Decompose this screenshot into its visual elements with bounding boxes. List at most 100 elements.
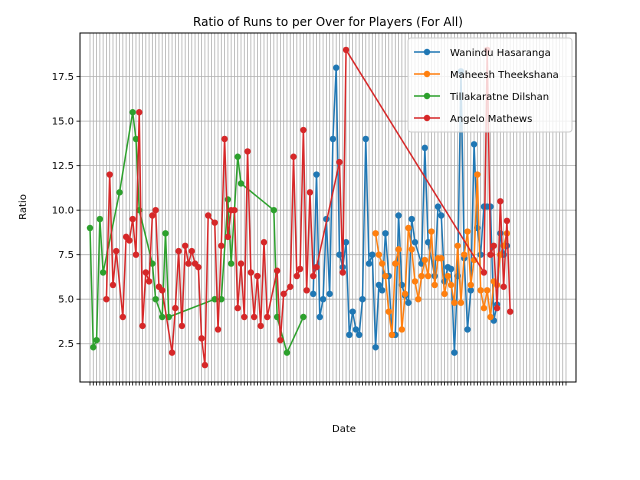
- data-point: [378, 287, 386, 294]
- data-point: [109, 281, 117, 289]
- data-point: [451, 299, 458, 306]
- data-point: [250, 313, 258, 321]
- data-point: [497, 230, 504, 237]
- data-point: [487, 251, 494, 258]
- data-point: [431, 281, 438, 289]
- data-point: [185, 260, 192, 267]
- data-point: [424, 239, 432, 246]
- data-point: [270, 206, 278, 214]
- data-point: [129, 215, 136, 223]
- data-point: [264, 313, 271, 321]
- data-point: [405, 224, 412, 232]
- data-point: [369, 251, 376, 258]
- data-point: [408, 246, 415, 253]
- data-point: [385, 308, 392, 315]
- data-point: [395, 212, 402, 219]
- data-point: [188, 247, 195, 255]
- data-point: [306, 189, 314, 196]
- data-point: [103, 296, 110, 303]
- data-point: [428, 228, 435, 235]
- data-point: [211, 219, 218, 226]
- data-point: [500, 283, 507, 290]
- data-point: [280, 290, 287, 298]
- data-point: [408, 215, 415, 223]
- data-point: [467, 281, 474, 289]
- y-axis: 2.5 5.0 7.5 10.0 12.5 15.0 17.5: [52, 72, 80, 350]
- legend-swatch-marker: [423, 70, 431, 78]
- data-point: [470, 141, 478, 148]
- data-point: [401, 290, 409, 298]
- data-point: [273, 267, 281, 274]
- y-tick-label: 5.0: [58, 295, 74, 306]
- data-point: [333, 64, 340, 71]
- data-point: [214, 326, 222, 333]
- data-point: [224, 196, 232, 203]
- data-point: [464, 228, 471, 235]
- data-point: [195, 263, 202, 271]
- data-point: [93, 336, 100, 344]
- data-point: [283, 349, 291, 356]
- series-2: [86, 109, 307, 356]
- data-point: [218, 242, 225, 249]
- data-point: [119, 313, 127, 321]
- legend-swatch-marker: [423, 48, 431, 56]
- data-point: [319, 296, 327, 303]
- data-point: [392, 260, 399, 267]
- data-point: [388, 331, 396, 339]
- legend-label: Maheesh Theekshana: [450, 70, 559, 81]
- data-point: [257, 322, 264, 330]
- data-point: [342, 46, 350, 54]
- data-point: [116, 189, 123, 196]
- data-point: [395, 246, 402, 253]
- data-point: [142, 269, 150, 276]
- data-point: [241, 313, 248, 321]
- data-point: [421, 144, 429, 152]
- data-point: [290, 153, 297, 160]
- data-point: [411, 278, 419, 285]
- data-point: [149, 212, 156, 219]
- data-point: [293, 272, 301, 280]
- data-point: [444, 272, 452, 280]
- data-point: [313, 171, 320, 178]
- data-point: [287, 283, 294, 290]
- data-point: [418, 272, 425, 280]
- data-point: [441, 290, 448, 298]
- data-point: [152, 296, 159, 303]
- data-point: [300, 126, 307, 134]
- data-point: [129, 109, 136, 116]
- data-point: [382, 272, 389, 280]
- data-point: [506, 308, 514, 315]
- data-point: [411, 239, 419, 246]
- data-point: [182, 242, 189, 249]
- data-point: [497, 198, 504, 205]
- data-point: [365, 260, 373, 267]
- data-point: [231, 206, 238, 214]
- series-1: [372, 171, 511, 339]
- data-point: [277, 336, 284, 344]
- data-point: [405, 299, 412, 306]
- data-point: [375, 281, 383, 289]
- data-point: [303, 287, 310, 294]
- y-tick-label: 15.0: [52, 117, 74, 128]
- legend-frame: [407, 37, 573, 133]
- data-point: [237, 180, 245, 187]
- y-tick-label: 17.5: [52, 72, 74, 83]
- data-point: [159, 287, 166, 294]
- data-point: [415, 296, 422, 303]
- y-tick-label: 7.5: [58, 250, 74, 261]
- data-point: [352, 326, 360, 333]
- legend-label: Wanindu Hasaranga: [450, 48, 551, 59]
- data-point: [172, 304, 179, 312]
- data-point: [480, 269, 488, 276]
- data-point: [474, 171, 481, 178]
- data-point: [346, 331, 353, 339]
- legend: Wanindu Hasaranga Maheesh Theekshana Tilla…: [407, 37, 573, 133]
- data-point: [382, 230, 389, 237]
- plot-series: [86, 46, 514, 369]
- data-point: [132, 251, 140, 258]
- data-point: [175, 247, 182, 255]
- data-point: [86, 224, 94, 232]
- data-point: [378, 260, 386, 267]
- data-point: [336, 158, 343, 166]
